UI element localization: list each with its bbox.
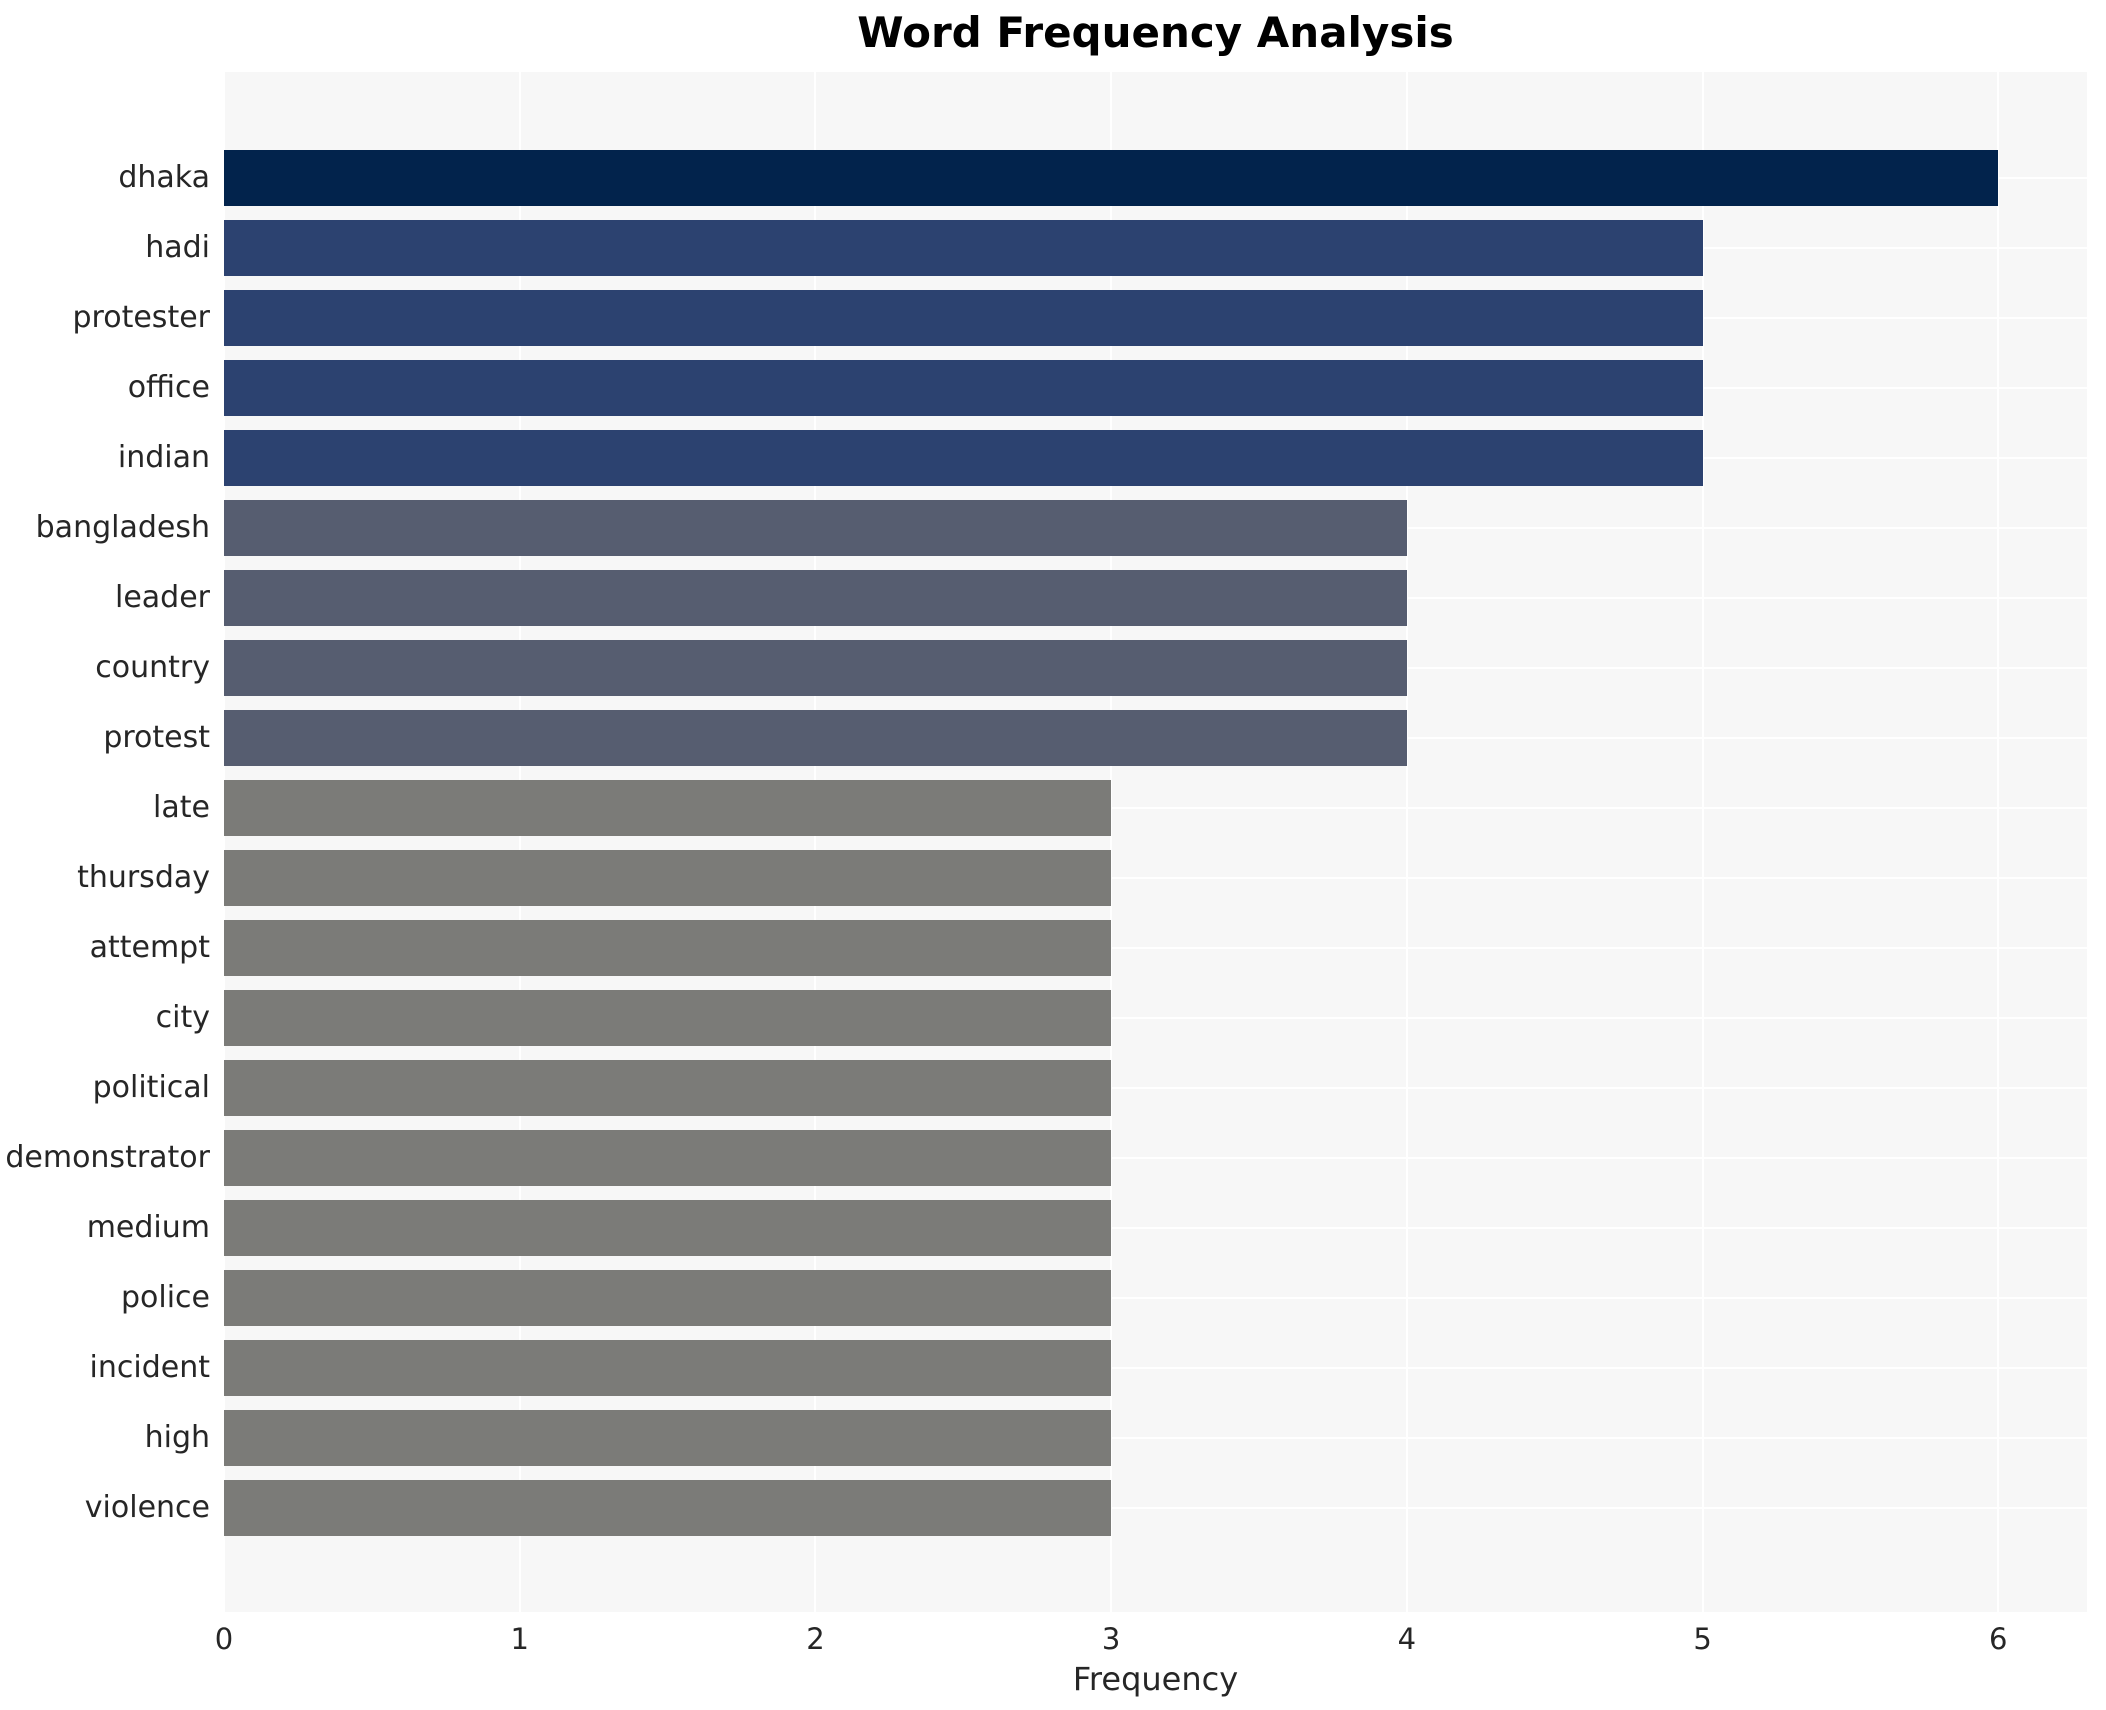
y-tick-label: police: [120, 1280, 210, 1315]
y-tick-label: thursday: [77, 860, 210, 895]
h-gridline: [224, 947, 2087, 949]
v-gridline: [1701, 72, 1704, 1612]
h-gridline: [224, 807, 2087, 809]
y-tick-label: protest: [103, 720, 210, 755]
v-gridline: [814, 72, 817, 1612]
x-axis-label: Frequency: [1072, 1660, 1239, 1698]
h-gridline: [224, 1367, 2087, 1369]
bar-medium: [224, 1200, 1112, 1256]
y-tick-label: late: [153, 790, 210, 825]
bar-city: [224, 990, 1112, 1046]
v-gridline: [1997, 72, 2000, 1612]
bar-political: [224, 1060, 1112, 1116]
x-tick-label: 6: [1989, 1622, 2008, 1656]
bar-indian: [224, 430, 1703, 486]
y-tick-label: country: [95, 650, 210, 685]
bar-police: [224, 1270, 1112, 1326]
bar-hadi: [224, 220, 1703, 276]
y-tick-label: high: [144, 1420, 210, 1455]
x-tick-label: 5: [1693, 1622, 1712, 1656]
x-tick-label: 3: [1101, 1622, 1121, 1656]
y-tick-label: office: [127, 370, 210, 405]
y-tick-label: indian: [117, 440, 210, 475]
y-tick-label: leader: [114, 580, 210, 615]
x-tick-label: 0: [214, 1622, 234, 1656]
v-gridline: [518, 72, 521, 1612]
bar-violence: [224, 1480, 1112, 1536]
bar-leader: [224, 570, 1407, 626]
chart-title: Word Frequency Analysis: [857, 8, 1454, 57]
v-gridline: [223, 72, 225, 1612]
bar-thursday: [224, 850, 1112, 906]
bar-high: [224, 1410, 1112, 1466]
bar-office: [224, 360, 1703, 416]
y-tick-label: attempt: [89, 930, 210, 965]
y-tick-label: demonstrator: [5, 1140, 210, 1175]
h-gridline: [224, 1017, 2087, 1019]
y-tick-label: city: [155, 1000, 210, 1035]
bar-protester: [224, 290, 1703, 346]
y-tick-label: bangladesh: [35, 510, 210, 545]
h-gridline: [224, 1437, 2087, 1439]
h-gridline: [224, 877, 2087, 879]
bar-dhaka: [224, 150, 1999, 206]
bar-incident: [224, 1340, 1112, 1396]
v-gridline: [1405, 72, 1408, 1612]
y-tick-label: medium: [86, 1210, 210, 1245]
bar-protest: [224, 710, 1407, 766]
h-gridline: [224, 1227, 2087, 1229]
x-tick-label: 1: [510, 1622, 529, 1656]
h-gridline: [224, 1087, 2087, 1089]
bar-late: [224, 780, 1112, 836]
bar-attempt: [224, 920, 1112, 976]
bar-demonstrator: [224, 1130, 1112, 1186]
y-tick-label: protester: [72, 300, 210, 335]
bar-country: [224, 640, 1407, 696]
y-tick-label: political: [92, 1070, 210, 1105]
y-tick-label: hadi: [145, 230, 210, 265]
x-tick-label: 2: [806, 1622, 825, 1656]
h-gridline: [224, 1297, 2087, 1299]
bar-bangladesh: [224, 500, 1407, 556]
y-tick-label: dhaka: [118, 160, 210, 195]
h-gridline: [224, 1507, 2087, 1509]
h-gridline: [224, 1157, 2087, 1159]
x-tick-label: 4: [1397, 1622, 1417, 1656]
y-tick-label: violence: [84, 1490, 210, 1525]
y-tick-label: incident: [89, 1350, 210, 1385]
plot-area: [223, 72, 2087, 1612]
v-gridline: [1110, 72, 1113, 1612]
